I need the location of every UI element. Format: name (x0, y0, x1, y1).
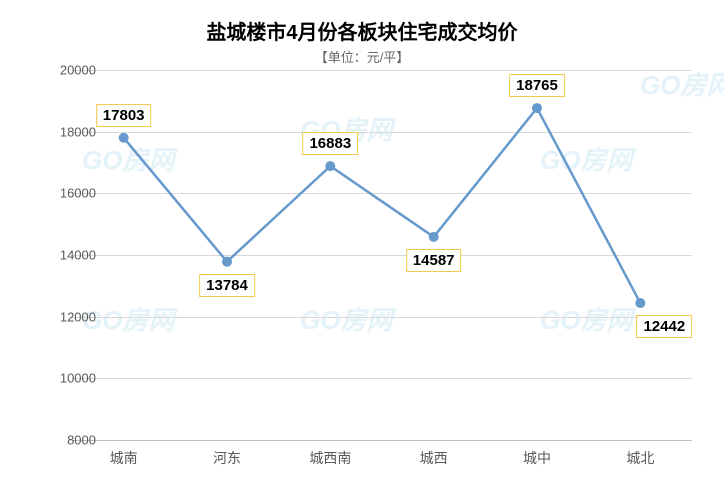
x-tick-label: 河东 (213, 448, 241, 468)
data-label: 18765 (509, 74, 565, 97)
title-block: 盐城楼市4月份各板块住宅成交均价 【单位：元/平】 (0, 0, 724, 66)
chart-title: 盐城楼市4月份各板块住宅成交均价 (0, 16, 724, 45)
line-chart-svg (72, 70, 692, 440)
x-tick-label: 城西 (420, 448, 448, 468)
x-tick-label: 城西南 (309, 448, 351, 468)
data-marker (119, 133, 129, 143)
data-label: 16883 (302, 132, 358, 155)
data-marker (635, 298, 645, 308)
x-tick-label: 城北 (626, 448, 654, 468)
data-label: 14587 (406, 249, 462, 272)
plot-area (72, 70, 692, 440)
data-label: 12442 (636, 315, 692, 338)
data-marker (325, 161, 335, 171)
chart-container: 盐城楼市4月份各板块住宅成交均价 【单位：元/平】 GO房网GO房网GO房网GO… (0, 0, 724, 500)
x-axis-baseline (72, 440, 692, 441)
data-label: 17803 (96, 104, 152, 127)
data-marker (429, 232, 439, 242)
chart-subtitle: 【单位：元/平】 (0, 47, 724, 66)
x-tick-label: 城南 (110, 448, 138, 468)
data-label: 13784 (199, 274, 255, 297)
data-marker (532, 103, 542, 113)
data-marker (222, 257, 232, 267)
x-tick-label: 城中 (523, 448, 551, 468)
